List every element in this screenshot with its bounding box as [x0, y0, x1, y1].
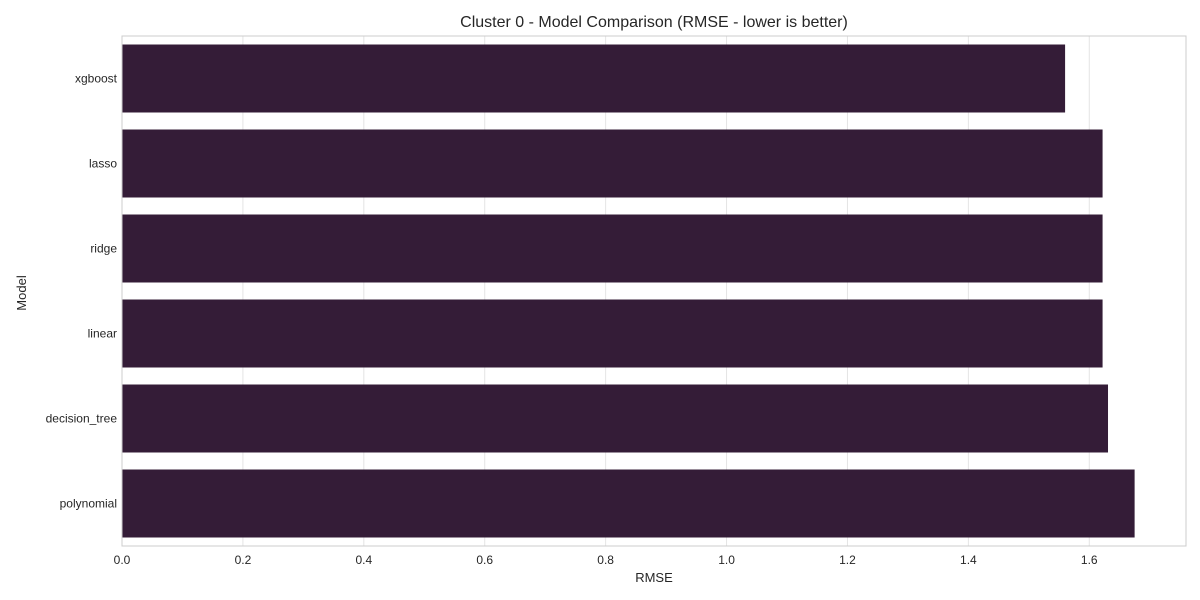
- x-tick-label: 0.6: [476, 553, 493, 567]
- x-tick-label: 0.0: [114, 553, 131, 567]
- bar-linear: [122, 299, 1103, 368]
- y-tick-label: lasso: [89, 157, 117, 171]
- y-tick-label: linear: [88, 327, 117, 341]
- x-tick-label: 1.0: [718, 553, 735, 567]
- x-axis-label: RMSE: [635, 570, 673, 585]
- bar-decision-tree: [122, 384, 1109, 453]
- bar-lasso: [122, 129, 1103, 198]
- y-axis-ticks: xgboost lasso ridge linear decision_treepoly…: [46, 72, 118, 511]
- bar-ridge: [122, 214, 1103, 283]
- x-tick-label: 1.6: [1081, 553, 1098, 567]
- bar-xgboost: [122, 44, 1066, 113]
- y-tick-label: xgboost: [75, 72, 118, 86]
- y-tick-label: ridge: [90, 242, 117, 256]
- bars: [122, 44, 1135, 538]
- bar-polynomial: [122, 469, 1135, 538]
- plot-frame: [121, 35, 1187, 547]
- x-tick-label: 0.4: [355, 553, 372, 567]
- x-axis-ticks: 0.0 0.2 0.4 0.6 0.8 1.0 1.2 1.4 1.6: [114, 553, 1098, 567]
- chart-title: Cluster 0 - Model Comparison (RMSE - low…: [460, 14, 848, 31]
- x-tick-label: 0.8: [597, 553, 614, 567]
- x-tick-label: 1.4: [960, 553, 977, 567]
- y-tick-label: polynomial: [60, 497, 117, 511]
- gridlines: [121, 36, 1090, 546]
- y-axis-label: Model: [14, 275, 29, 311]
- x-tick-label: 1.2: [839, 553, 856, 567]
- y-tick-label: decision_tree: [46, 412, 118, 426]
- x-tick-label: 0.2: [235, 553, 252, 567]
